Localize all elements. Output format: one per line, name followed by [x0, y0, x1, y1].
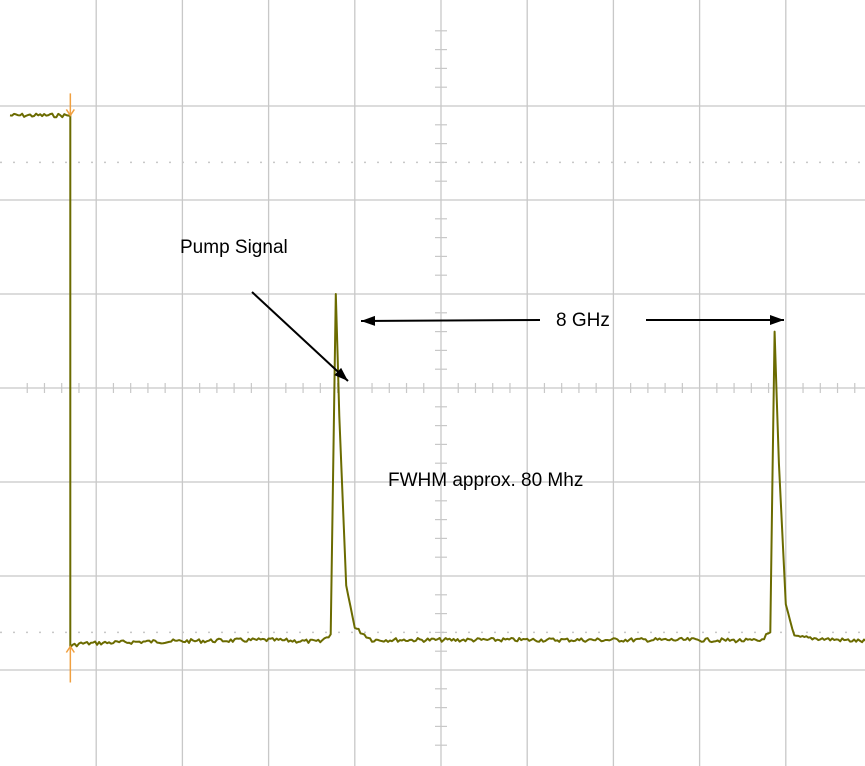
- pump-signal-arrow-head: [334, 367, 348, 381]
- pump-signal-arrow: [251, 291, 349, 382]
- spacing-label: 8 GHz: [556, 310, 610, 331]
- spacing-arrow-left: [360, 319, 541, 322]
- fwhm-label: FWHM approx. 80 Mhz: [388, 470, 583, 491]
- lower-level-marker: [65, 645, 75, 683]
- level-markers: [65, 93, 75, 683]
- spacing-arrow-left-head: [361, 315, 376, 326]
- trace-layer: [9, 112, 865, 649]
- signal-trace: [9, 112, 865, 649]
- upper-level-marker: [65, 93, 75, 117]
- pump-signal-label: Pump Signal: [180, 237, 288, 258]
- annotations: Pump Signal 8 GHz FWHM approx. 80 Mhz: [180, 237, 784, 491]
- spacing-arrow-right-head: [770, 315, 784, 325]
